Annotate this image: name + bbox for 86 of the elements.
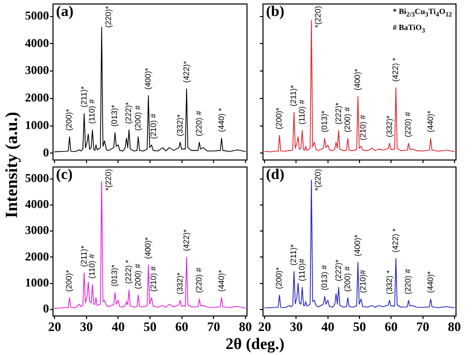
annotation: (222)* <box>334 102 343 124</box>
y-tick-label: 2000 <box>25 249 49 264</box>
annotation: (222)* <box>334 259 343 282</box>
y-tick-label: 1000 <box>25 118 49 132</box>
x-tick-label: 20 <box>258 319 272 334</box>
y-tick-label: 4000 <box>25 196 49 211</box>
annotation: *(220) <box>314 6 323 28</box>
annotation: (110)# <box>297 258 306 282</box>
x-tick-label: 80 <box>238 319 252 334</box>
x-tick-label: 40 <box>112 319 125 334</box>
annotation: (422)* <box>182 229 191 252</box>
annotation: (400)* <box>144 68 153 90</box>
x-tick-label: 60 <box>384 319 398 334</box>
annotation: (200) # <box>342 266 352 292</box>
y-tick-label: 2000 <box>25 90 49 105</box>
annotation: (110) # <box>88 253 97 279</box>
annotation: (220) # <box>404 268 413 294</box>
annotation: (c) <box>56 167 73 184</box>
annotation: (422) * <box>391 58 400 82</box>
annotation: (332) * <box>384 270 394 294</box>
x-tick-label: 50 <box>144 319 156 334</box>
annotation: (210) # <box>358 114 368 140</box>
annotation: (211)* <box>289 244 298 266</box>
annotation: (200)* <box>274 267 284 290</box>
annotation: (211)* <box>79 86 88 108</box>
annotation: (222) * <box>124 260 134 284</box>
annotation: (400)* <box>353 68 362 91</box>
y-tick-label: 0 <box>43 145 49 160</box>
annotation: * Bi$_{2/3}$Cu$_{3}$Ti$_{4}$O$_{12}$ <box>392 6 452 21</box>
annotation: *(220) <box>104 168 113 191</box>
y-tick-label: 1000 <box>25 275 49 290</box>
annotation: (440)* <box>426 110 435 132</box>
annotation: (110) # <box>297 99 306 124</box>
annotation: (220)* <box>104 6 113 28</box>
annotation: (440)* <box>426 271 435 294</box>
annotation: (013)* <box>110 264 120 286</box>
y-tick-label: 0 <box>43 302 49 316</box>
y-axis-title: Intensity (a.u.) <box>2 112 22 218</box>
annotation: # BaTiO$_{3}$ <box>392 22 426 36</box>
x-tick-label: 20 <box>48 319 62 334</box>
annotation: (422)* <box>182 61 191 83</box>
x-tick-label: 70 <box>207 319 220 334</box>
x-axis-title: 2θ (deg.) <box>225 336 285 354</box>
annotation: (332)* <box>384 116 394 138</box>
x-tick-label: 50 <box>353 319 366 334</box>
annotation: (211)* <box>79 246 88 267</box>
annotation: (332)* <box>175 272 184 294</box>
y-tick-label: 5000 <box>25 170 49 185</box>
annotation: (200) # <box>133 263 142 290</box>
annotation: (400)* <box>353 234 362 256</box>
annotation: (210)# <box>358 269 368 294</box>
y-tick-label: 5000 <box>25 8 49 22</box>
y-tick-label: 4000 <box>25 36 49 50</box>
annotation: (332)* <box>175 114 184 136</box>
annotation: (200)* <box>64 270 74 292</box>
y-tick-label: 3000 <box>25 63 49 78</box>
annotation: (d) <box>266 167 284 184</box>
x-tick-label: 30 <box>80 319 93 334</box>
x-tick-label: 70 <box>416 319 430 334</box>
annotation: (222)* <box>124 102 134 124</box>
annotation: (013) # <box>320 264 329 290</box>
annotation: (220) # <box>194 267 204 294</box>
annotation: (210) # <box>149 266 158 292</box>
annotation: (013)* <box>320 110 329 132</box>
annotation: (211)* <box>289 85 298 106</box>
annotation: (422) * <box>391 228 400 252</box>
x-tick-label: 80 <box>448 319 461 334</box>
annotation: (400)* <box>144 237 153 260</box>
annotation: (b) <box>266 4 284 21</box>
annotation: *(220) <box>314 168 323 191</box>
y-tick-label: 3000 <box>25 223 49 238</box>
annotation: (110) # <box>88 98 97 124</box>
annotation: (220) # <box>194 110 204 136</box>
annotation: (200) # <box>133 104 142 131</box>
x-tick-label: 40 <box>321 319 334 334</box>
x-tick-label: 60 <box>175 319 188 334</box>
annotation: (440)* <box>216 270 226 292</box>
annotation: (440) * <box>216 108 226 132</box>
annotation: (220) # <box>404 111 413 138</box>
annotation: (200) # <box>342 106 352 132</box>
x-tick-label: 30 <box>290 319 303 334</box>
annotation: (200)* <box>274 108 284 130</box>
annotation: (a) <box>56 4 74 21</box>
annotation: (013)* <box>110 104 120 127</box>
annotation: (200)* <box>64 108 74 131</box>
annotation: (210) # <box>149 113 158 139</box>
